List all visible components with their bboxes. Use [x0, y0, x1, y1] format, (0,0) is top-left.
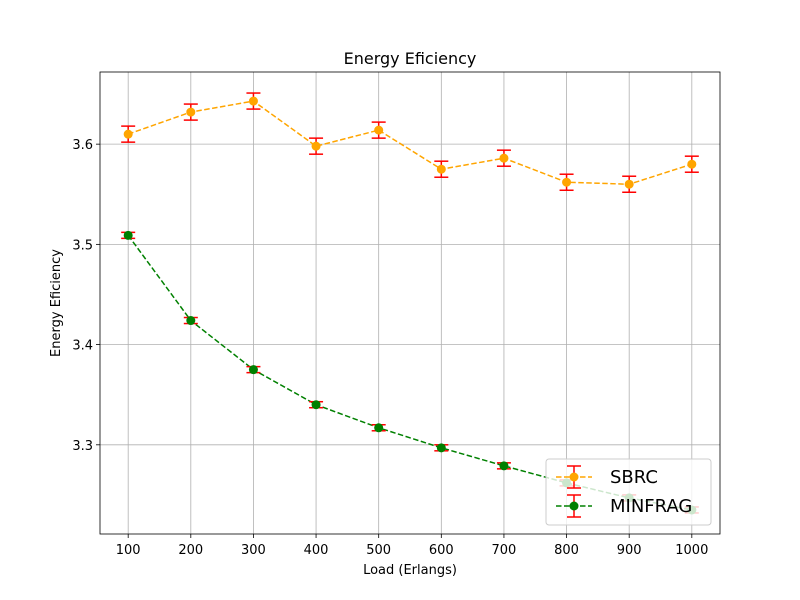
x-axis: 100 200 300 400 500 600 700 800 900 1000 — [116, 534, 708, 558]
series-layer — [121, 92, 699, 515]
legend-entry-minfrag: MINFRAG — [556, 494, 692, 518]
data-point — [123, 230, 133, 240]
y-tick-label: 3.3 — [72, 439, 93, 454]
x-tick-label: 900 — [617, 543, 642, 558]
data-point — [311, 141, 321, 151]
data-point — [436, 164, 446, 174]
series-line — [127, 234, 692, 511]
data-point — [248, 96, 258, 106]
x-tick-label: 500 — [366, 543, 391, 558]
plot-frame — [99, 71, 721, 535]
data-point — [624, 179, 634, 189]
x-tick-label: 800 — [554, 543, 579, 558]
series-sbrc — [121, 92, 699, 194]
chart-title: Energy Eficiency — [344, 49, 477, 68]
x-tick-label: 1000 — [675, 543, 708, 558]
data-point — [248, 365, 258, 375]
data-point — [562, 177, 572, 187]
legend-label: SBRC — [610, 467, 658, 488]
legend-marker — [569, 501, 579, 511]
legend-marker — [569, 472, 579, 482]
data-point — [186, 107, 196, 117]
data-point — [499, 153, 509, 163]
data-point — [374, 423, 384, 433]
x-tick-label: 100 — [116, 543, 141, 558]
y-axis: 3.3 3.4 3.5 3.6 — [72, 138, 100, 454]
y-tick-label: 3.6 — [72, 138, 93, 153]
y-axis-label: Energy Eficiency — [49, 249, 64, 357]
legend-frame — [545, 458, 712, 526]
data-point — [186, 316, 196, 326]
x-axis-label: Load (Erlangs) — [363, 563, 457, 578]
x-tick-label: 300 — [241, 543, 266, 558]
x-tick-label: 400 — [304, 543, 329, 558]
data-point — [436, 443, 446, 453]
x-tick-label: 600 — [429, 543, 454, 558]
data-point — [123, 129, 133, 139]
legend-entry-sbrc: SBRC — [556, 465, 658, 489]
legend: SBRC MINFRAG — [545, 458, 712, 526]
y-tick-label: 3.5 — [72, 238, 93, 253]
y-tick-label: 3.4 — [72, 339, 93, 354]
data-point — [374, 125, 384, 135]
data-point — [311, 400, 321, 410]
legend-label: MINFRAG — [610, 496, 692, 517]
series-line — [127, 100, 693, 185]
x-tick-label: 700 — [492, 543, 517, 558]
data-point — [499, 461, 509, 471]
x-tick-label: 200 — [178, 543, 203, 558]
grid — [100, 72, 720, 534]
data-point — [687, 159, 697, 169]
